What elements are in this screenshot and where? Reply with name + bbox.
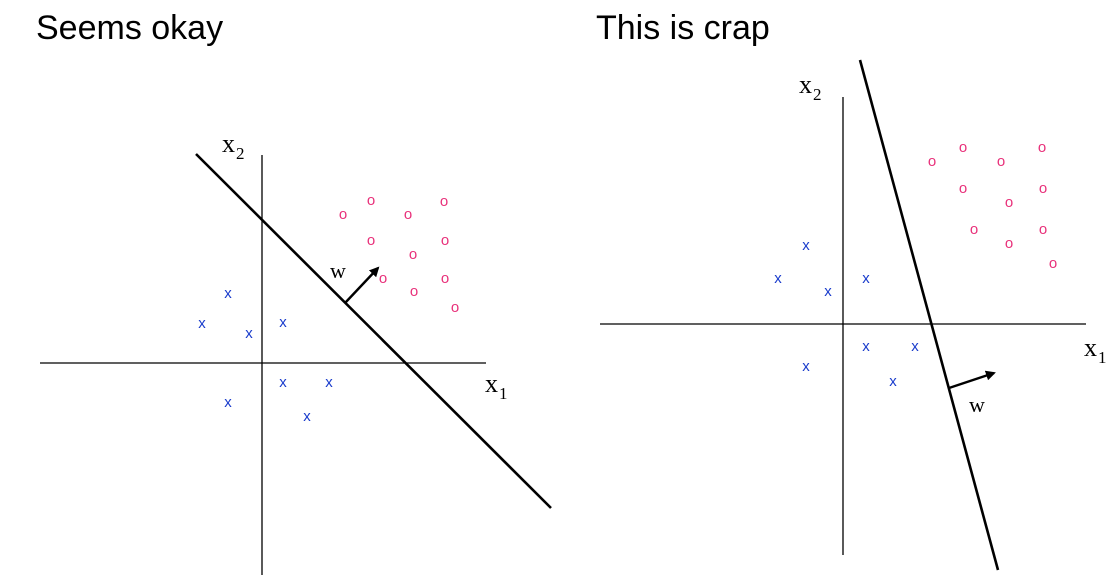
x-class-points: x x x x x x x x <box>774 237 919 390</box>
o-point: o <box>367 232 375 249</box>
decision-boundary <box>195 153 552 509</box>
x-point: x <box>889 373 897 390</box>
x-point: x <box>224 285 232 302</box>
x-point: x <box>303 408 311 425</box>
o-point: o <box>441 270 449 287</box>
decision-boundary <box>858 59 1000 571</box>
w-vector-label: w <box>969 392 985 417</box>
w-vector-label: w <box>330 258 346 283</box>
o-point: o <box>928 153 936 170</box>
x-point: x <box>802 358 810 375</box>
o-point: o <box>451 299 459 316</box>
panel-left: x x x x x x x x o o o o o o o o o o o x … <box>40 129 552 575</box>
w-vector-arrow <box>948 370 996 390</box>
panel-right: x x x x x x x x o o o o o o o o o o o x … <box>600 59 1107 571</box>
o-point: o <box>1005 194 1013 211</box>
o-point: o <box>441 232 449 249</box>
x-point: x <box>774 270 782 287</box>
x-point: x <box>824 283 832 300</box>
x1-axis-subscript: 1 <box>499 384 508 403</box>
panel-title-right: This is crap <box>596 9 770 47</box>
x1-axis-label: x <box>1084 333 1097 362</box>
o-class-points: o o o o o o o o o o o <box>928 139 1057 272</box>
x-point: x <box>245 325 253 342</box>
x1-axis-label: x <box>485 369 498 398</box>
o-point: o <box>409 246 417 263</box>
o-class-points: o o o o o o o o o o o <box>339 192 459 316</box>
x1-axis-subscript: 1 <box>1098 348 1107 367</box>
w-vector-arrow <box>344 266 380 304</box>
o-point: o <box>997 153 1005 170</box>
x-point: x <box>198 315 206 332</box>
o-point: o <box>404 206 412 223</box>
o-point: o <box>379 270 387 287</box>
o-point: o <box>440 193 448 210</box>
x-point: x <box>802 237 810 254</box>
x-point: x <box>224 394 232 411</box>
o-point: o <box>959 180 967 197</box>
x-point: x <box>325 374 333 391</box>
o-point: o <box>1038 139 1046 156</box>
o-point: o <box>1005 235 1013 252</box>
panel-title-left: Seems okay <box>36 9 224 47</box>
x-point: x <box>279 374 287 391</box>
o-point: o <box>1039 221 1047 238</box>
x2-axis-subscript: 2 <box>813 85 822 104</box>
o-point: o <box>970 221 978 238</box>
x-point: x <box>279 314 287 331</box>
x-point: x <box>911 338 919 355</box>
o-point: o <box>410 283 418 300</box>
x-point: x <box>862 338 870 355</box>
x2-axis-label: x <box>799 70 812 99</box>
x-point: x <box>862 270 870 287</box>
x2-axis-subscript: 2 <box>236 144 245 163</box>
o-point: o <box>1049 255 1057 272</box>
x2-axis-label: x <box>222 129 235 158</box>
o-point: o <box>959 139 967 156</box>
x-class-points: x x x x x x x x <box>198 285 333 425</box>
o-point: o <box>367 192 375 209</box>
o-point: o <box>1039 180 1047 197</box>
o-point: o <box>339 206 347 223</box>
